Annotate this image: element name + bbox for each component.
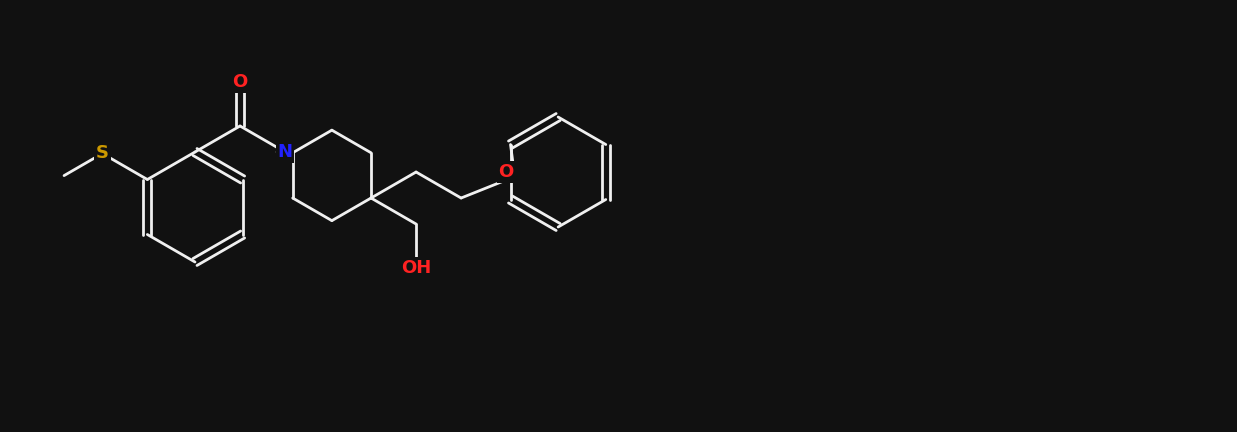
Text: O: O <box>499 163 513 181</box>
Text: O: O <box>233 73 247 91</box>
Text: OH: OH <box>401 259 432 277</box>
Text: S: S <box>95 144 109 162</box>
Text: N: N <box>277 143 293 161</box>
